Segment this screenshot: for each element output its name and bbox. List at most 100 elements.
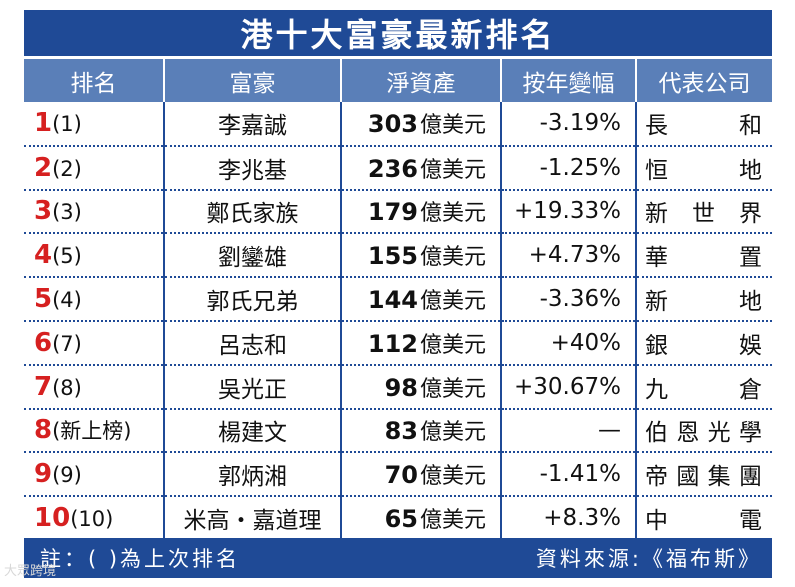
tycoon-name: 呂志和	[164, 321, 341, 365]
company-name: 新世界	[645, 194, 764, 228]
tycoon-name: 李嘉誠	[164, 102, 341, 146]
previous-rank: (3)	[52, 200, 82, 224]
company-cell: 伯恩光學	[636, 409, 772, 453]
company-name: 伯恩光學	[645, 413, 764, 447]
previous-rank: (4)	[52, 288, 82, 312]
rank-number: 5	[34, 284, 52, 314]
net-worth-cell: 303億美元	[341, 102, 501, 146]
rank-number: 4	[34, 240, 52, 270]
footer-bar: 註：( )為上次排名 資料來源:《福布斯》	[24, 538, 772, 578]
net-worth-unit: 億美元	[420, 158, 486, 183]
company-cell: 長和	[636, 102, 772, 146]
rank-cell: 3(3)	[24, 190, 164, 234]
tycoon-name: 郭氏兄弟	[164, 277, 341, 321]
company-name: 恒地	[645, 151, 764, 185]
company-name: 華置	[645, 238, 764, 272]
rank-cell: 2(2)	[24, 146, 164, 190]
yoy-change: +19.33%	[501, 190, 636, 234]
tycoon-name: 楊建文	[164, 409, 341, 453]
yoy-change: +30.67%	[501, 365, 636, 409]
net-worth-value: 155	[368, 242, 418, 270]
table-row: 3(3)鄭氏家族179億美元+19.33%新世界	[24, 190, 772, 234]
rank-cell: 7(8)	[24, 365, 164, 409]
header-yoy-change: 按年變幅	[501, 59, 636, 102]
tycoon-name: 吳光正	[164, 365, 341, 409]
yoy-change: -1.41%	[501, 452, 636, 496]
rank-cell: 6(7)	[24, 321, 164, 365]
net-worth-unit: 億美元	[420, 245, 486, 270]
ranking-table-wrap: 排名 富豪 淨資產 按年變幅 代表公司 1(1)李嘉誠303億美元-3.19%長…	[24, 59, 772, 541]
header-net-worth: 淨資產	[341, 59, 501, 102]
tycoon-name: 米高・嘉道理	[164, 496, 341, 540]
rank-cell: 4(5)	[24, 233, 164, 277]
rank-number: 9	[34, 459, 52, 489]
net-worth-value: 144	[368, 286, 418, 314]
table-body: 1(1)李嘉誠303億美元-3.19%長和2(2)李兆基236億美元-1.25%…	[24, 102, 772, 540]
rank-number: 2	[34, 153, 52, 183]
company-cell: 新地	[636, 277, 772, 321]
yoy-change: -3.36%	[501, 277, 636, 321]
previous-rank: (8)	[52, 376, 82, 400]
company-cell: 恒地	[636, 146, 772, 190]
net-worth-cell: 98億美元	[341, 365, 501, 409]
net-worth-value: 65	[385, 505, 418, 533]
previous-rank: (7)	[52, 332, 82, 356]
net-worth-unit: 億美元	[420, 420, 486, 445]
net-worth-unit: 億美元	[420, 201, 486, 226]
tycoon-name: 郭炳湘	[164, 452, 341, 496]
net-worth-cell: 144億美元	[341, 277, 501, 321]
company-cell: 華置	[636, 233, 772, 277]
net-worth-cell: 70億美元	[341, 452, 501, 496]
table-row: 8(新上榜)楊建文 83億美元 — 伯恩光學	[24, 409, 772, 453]
net-worth-value: 112	[368, 330, 418, 358]
tycoon-name: 鄭氏家族	[164, 190, 341, 234]
company-cell: 帝國集團	[636, 452, 772, 496]
footer-note: 註：( )為上次排名	[40, 543, 240, 573]
yoy-change: +40%	[501, 321, 636, 365]
ranking-table: 排名 富豪 淨資產 按年變幅 代表公司 1(1)李嘉誠303億美元-3.19%長…	[24, 59, 772, 541]
previous-rank: (新上榜)	[52, 419, 131, 443]
previous-rank: (9)	[52, 463, 82, 487]
table-row: 2(2)李兆基236億美元-1.25%恒地	[24, 146, 772, 190]
company-name: 長和	[645, 106, 764, 140]
table-header-row: 排名 富豪 淨資產 按年變幅 代表公司	[24, 59, 772, 102]
watermark-text: 大眾跨境	[4, 564, 56, 579]
table-row: 6(7)呂志和112億美元+40%銀娛	[24, 321, 772, 365]
company-name: 新地	[645, 282, 764, 316]
net-worth-value: 236	[368, 155, 418, 183]
yoy-change: +4.73%	[501, 233, 636, 277]
rank-cell: 8(新上榜)	[24, 409, 164, 453]
page-title: 港十大富豪最新排名	[240, 10, 555, 56]
table-row: 7(8)吳光正98億美元+30.67%九倉	[24, 365, 772, 409]
table-row: 1(1)李嘉誠303億美元-3.19% 長和	[24, 102, 772, 146]
rank-number: 1	[34, 108, 52, 138]
rank-number: 10	[34, 503, 70, 533]
header-company: 代表公司	[636, 59, 772, 102]
company-cell: 銀娛	[636, 321, 772, 365]
rank-number: 3	[34, 196, 52, 226]
net-worth-unit: 億美元	[420, 464, 486, 489]
net-worth-value: 98	[385, 374, 418, 402]
net-worth-value: 303	[368, 110, 418, 138]
rank-cell: 10(10)	[24, 496, 164, 540]
yoy-change: -3.19%	[501, 102, 636, 146]
company-name: 帝國集團	[645, 457, 764, 491]
net-worth-cell: 112億美元	[341, 321, 501, 365]
net-worth-value: 179	[368, 198, 418, 226]
rank-cell: 9(9)	[24, 452, 164, 496]
table-row: 4(5)劉鑾雄155億美元+4.73%華置	[24, 233, 772, 277]
net-worth-value: 83	[385, 417, 418, 445]
net-worth-unit: 億美元	[420, 289, 486, 314]
rank-cell: 1(1)	[24, 102, 164, 146]
rank-number: 6	[34, 328, 52, 358]
previous-rank: (10)	[70, 507, 113, 531]
company-cell: 新世界	[636, 190, 772, 234]
net-worth-unit: 億美元	[420, 377, 486, 402]
rank-cell: 5(4)	[24, 277, 164, 321]
table-row: 9(9)郭炳湘70億美元-1.41%帝國集團	[24, 452, 772, 496]
title-bar: 港十大富豪最新排名	[24, 10, 772, 56]
company-name: 九倉	[645, 370, 764, 404]
net-worth-cell: 179億美元	[341, 190, 501, 234]
footer-source: 資料來源:《福布斯》	[536, 543, 762, 573]
yoy-change: —	[501, 409, 636, 453]
